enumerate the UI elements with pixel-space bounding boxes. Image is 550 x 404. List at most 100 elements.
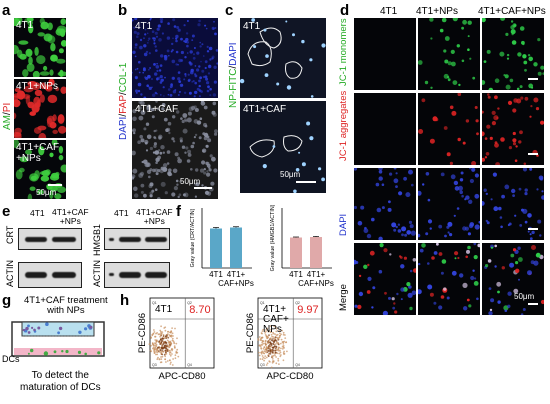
micrograph-c-4t1: 4T1 [240, 18, 326, 98]
panel-letter-e: e [2, 203, 11, 220]
quadrant-label: Q4 [295, 363, 300, 367]
bar-chart-2: Gray value (HMGB1/ACTIN) 4T1 4T1+CAF+NPs [270, 204, 334, 288]
scale-bar [528, 78, 538, 80]
scale-label: 50μm [180, 177, 201, 186]
scale-label: 50μm [514, 292, 535, 301]
row-label: 4T1 [135, 21, 153, 32]
panel-f-bar-charts: Gray value (CRT/ACTIN)4T1 4T1+CAF+NPsGray… [190, 204, 334, 288]
stain-label-part: NP-FITC [228, 68, 239, 108]
panel-letter-c: c [225, 2, 234, 19]
scale-bar [296, 181, 316, 183]
y-axis-label: PE-CD86 [137, 313, 148, 353]
green-cells [14, 140, 66, 199]
quadrant-label: Q3 [152, 363, 157, 367]
protein-hmgb1: HMGB1 [92, 223, 102, 256]
scale-bar [528, 153, 538, 155]
red-cells [14, 79, 66, 138]
panel-letter-h: h [120, 292, 130, 309]
q2-percent: 9.97 [297, 304, 318, 316]
x-axis-label: APC-CD80 [267, 371, 314, 382]
scale-bar [528, 303, 538, 305]
stain-label-part: DAPI [118, 116, 129, 140]
micrograph-d-r3-c1 [418, 243, 480, 315]
category-label: CAF+NPs [298, 279, 334, 288]
row-label: 4T1 [243, 21, 261, 32]
panel-c-stain-label: NP-FITC/DAPI [228, 42, 239, 108]
np-fitc-image [249, 121, 325, 193]
micrograph-d-r2-c0 [354, 168, 416, 240]
sample-label: 4T1+ [263, 304, 286, 315]
quadrant-label: Q2 [187, 301, 192, 305]
q2-percent: 8.70 [189, 304, 210, 316]
quadrant-label: Q3 [260, 363, 265, 367]
micrograph-d-r0-c2 [482, 18, 544, 90]
row-label: 4T1+CAF [135, 104, 179, 115]
quadrant-label: Q1 [152, 301, 157, 305]
stain-label-part: / [228, 65, 239, 69]
dapi-nuclei [132, 18, 218, 98]
category-label: 4T1+ [227, 270, 246, 279]
column-header-4t1-caf-nps: 4T1+CAF+NPs [478, 6, 546, 17]
y-axis-label: PE-CD86 [245, 313, 256, 353]
blot-header-4t1-caf-nps: 4T1+CAF +NPs [52, 207, 89, 226]
panel-letter-b: b [118, 2, 128, 19]
fap-col1-signal [132, 101, 218, 199]
stain-label-part: / [118, 92, 129, 95]
maturation-text: To detect the maturation of DCs [20, 370, 101, 393]
column-header-4t1-nps: 4T1+NPs [416, 6, 458, 17]
category-label: 4T1+ [307, 270, 326, 279]
category-label: 4T1 [209, 270, 223, 279]
category-label: 4T1 [289, 270, 303, 279]
micrograph-d-r0-c1 [418, 18, 480, 90]
quadrant-label: Q4 [187, 363, 192, 367]
blot-actin-right [104, 262, 170, 288]
bar-2 [310, 237, 322, 268]
scale-label: 50μm [36, 188, 57, 197]
micrograph-d-r2-c1 [418, 168, 480, 240]
micrograph-a-4t1-caf-nps: 4T1+CAF +NPs 50μm [14, 140, 66, 199]
panel-letter-g: g [2, 292, 12, 309]
transwell-diagram [11, 321, 105, 357]
bar-chart-1: Gray value (CRT/ACTIN) 4T1 4T1+CAF+NPs [190, 208, 254, 288]
micrograph-d-r0-c0 [354, 18, 416, 90]
micrograph-d-r2-c2 [482, 168, 544, 240]
micrograph-a-4t1: 4T1 [14, 18, 66, 77]
bar-1 [210, 228, 222, 268]
row-label-jc-1-aggregates: JC-1 aggregates [338, 90, 349, 161]
y-axis-label: Gray value (HMGB1/ACTIN) [270, 204, 276, 271]
row-label: 4T1 [16, 20, 34, 31]
quadrant-label: Q2 [295, 301, 300, 305]
y-axis-label: Gray value (CRT/ACTIN) [190, 208, 196, 267]
stain-label-part: COL-1 [118, 62, 129, 93]
stain-label-part: / [118, 113, 129, 117]
micrograph-b-4t1: 4T1 [132, 18, 218, 98]
column-header-4t1: 4T1 [380, 6, 398, 17]
sample-label: CAF+ [263, 314, 289, 325]
bar-1 [290, 237, 302, 268]
sample-label: NPs [263, 324, 282, 335]
flow-plot-1: Q1 Q2 Q3 Q4 8.70 4T1 APC-CD80 PE-CD86 [137, 297, 215, 382]
bar-2 [230, 227, 242, 268]
micrograph-d-r1-c1 [418, 93, 480, 165]
dc-label: DCs [2, 354, 20, 364]
blot-header-4t1-caf-nps-right: 4T1+CAF +NPs [136, 207, 173, 226]
quadrant-label: Q1 [260, 301, 265, 305]
panel-h-flow-plots: Q1 Q2 Q3 Q4 8.70 4T1 APC-CD80 PE-CD86 Q1 Q2 Q3 Q4 9.… [137, 297, 323, 382]
row-label: 4T1+NPs [16, 81, 58, 92]
scale-label: 50μm [280, 170, 301, 179]
flow-plot-2: Q1 Q2 Q3 Q4 9.97 4T1+CAF+NPs APC-CD80 PE-CD86 [245, 297, 323, 382]
blot-crt [18, 228, 82, 250]
protein-crt: CRT [5, 225, 15, 244]
panel-letter-d: d [340, 2, 350, 19]
treatment-text: 4T1+CAF treatment with NPs [24, 295, 108, 316]
micrograph-d-r3-c0 [354, 243, 416, 315]
row-label-dapi: DAPI [338, 213, 349, 236]
x-axis-label: APC-CD80 [159, 371, 206, 382]
micrograph-d-r1-c2 [482, 93, 544, 165]
row-label: 4T1+CAF [243, 104, 287, 115]
blot-hmgb1 [104, 228, 170, 250]
panel-b-stain-label: DAPI/FAP/COL-1 [118, 63, 129, 140]
sample-label: 4T1 [155, 304, 173, 315]
micrograph-b-4t1-caf: 4T1+CAF 50μm [132, 101, 218, 199]
np-fitc-image [240, 18, 326, 98]
